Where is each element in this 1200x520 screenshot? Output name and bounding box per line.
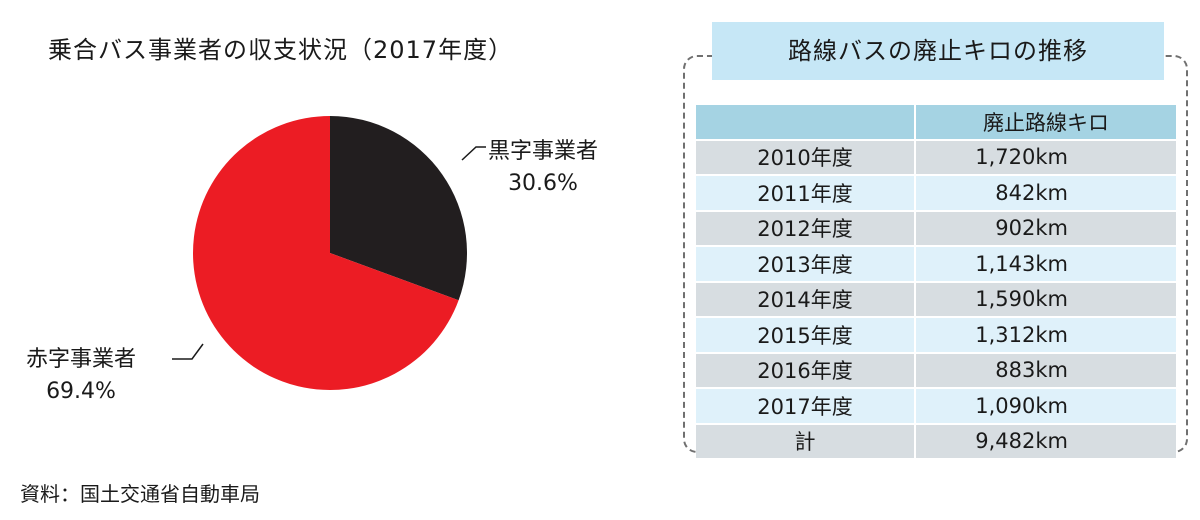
slice-name-black: 黒字事業者	[488, 139, 599, 164]
row-value: 1,590km	[975, 287, 1068, 312]
table-row: 計 9,482km	[696, 423, 1176, 460]
row-value-cell: 1,590km	[914, 281, 1176, 318]
row-value: 9,482km	[975, 429, 1068, 454]
row-value: 1,090km	[975, 393, 1068, 418]
slice-label-red: 赤字事業者 69.4%	[26, 344, 136, 408]
abolished-route-table: 廃止路線キロ 2010年度 1,720km 2011年度 842km 2012年度 902…	[696, 105, 1176, 460]
row-year: 2015年度	[696, 317, 915, 354]
table-row: 2012年度 902km	[696, 210, 1176, 247]
table-row: 2014年度 1,590km	[696, 281, 1176, 318]
leader-line-black	[461, 146, 486, 161]
header-value: 廃止路線キロ	[914, 105, 1176, 141]
row-year: 2017年度	[696, 388, 915, 425]
table-row: 2010年度 1,720km	[696, 139, 1176, 176]
row-year: 2011年度	[696, 175, 915, 212]
row-value: 883km	[995, 358, 1068, 383]
table-body: 2010年度 1,720km 2011年度 842km 2012年度 902km 2013年…	[696, 139, 1176, 460]
row-value-cell: 1,720km	[914, 139, 1176, 176]
pie-slices	[193, 116, 468, 390]
row-value: 842km	[995, 180, 1068, 205]
table-row: 2011年度 842km	[696, 175, 1176, 212]
pie-slice-black	[330, 116, 468, 301]
row-year: 計	[696, 423, 915, 460]
row-year: 2013年度	[696, 246, 915, 283]
row-value: 902km	[995, 216, 1068, 241]
row-year: 2016年度	[696, 352, 915, 389]
row-year: 2012年度	[696, 210, 915, 247]
row-value-cell: 1,090km	[914, 388, 1176, 425]
slice-label-black: 黒字事業者 30.6%	[488, 136, 598, 200]
row-value-cell: 1,143km	[914, 246, 1176, 283]
table-header-row: 廃止路線キロ	[696, 105, 1176, 141]
row-value-cell: 1,312km	[914, 317, 1176, 354]
table-title: 路線バスの廃止キロの推移	[712, 22, 1164, 80]
row-value-cell: 883km	[914, 352, 1176, 389]
source-note: 資料：国土交通省自動車局	[20, 482, 260, 506]
pie-chart	[172, 116, 486, 390]
table-row: 2015年度 1,312km	[696, 317, 1176, 354]
pie-slice-red	[193, 116, 459, 390]
row-value-cell: 902km	[914, 210, 1176, 247]
header-year	[696, 105, 915, 141]
row-value-cell: 9,482km	[914, 423, 1176, 460]
row-value-cell: 842km	[914, 175, 1176, 212]
leader-line-red	[172, 343, 204, 360]
row-year: 2010年度	[696, 139, 915, 176]
row-value: 1,143km	[975, 251, 1068, 276]
slice-percent-red: 69.4%	[46, 379, 116, 404]
table-row: 2013年度 1,143km	[696, 246, 1176, 283]
row-value: 1,720km	[975, 145, 1068, 170]
slice-percent-black: 30.6%	[508, 171, 578, 196]
slice-name-red: 赤字事業者	[26, 347, 137, 372]
row-value: 1,312km	[975, 322, 1068, 347]
table-row: 2017年度 1,090km	[696, 388, 1176, 425]
row-year: 2014年度	[696, 281, 915, 318]
table-row: 2016年度 883km	[696, 352, 1176, 389]
pie-chart-title: 乗合バス事業者の収支状況（2017年度）	[48, 36, 514, 64]
